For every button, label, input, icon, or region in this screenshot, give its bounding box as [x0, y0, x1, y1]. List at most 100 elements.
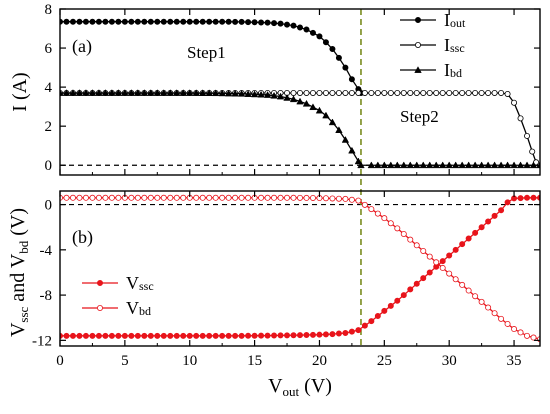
ytick-label-a-4: 4 [45, 80, 53, 96]
point-Issc-61 [452, 89, 459, 96]
point-Issc-49 [374, 89, 381, 96]
axes-frame-b [59, 190, 541, 347]
point-Vbd-14 [147, 194, 154, 201]
point-Vssc-50 [381, 307, 388, 314]
point-Vbd-65 [478, 298, 485, 305]
point-Iout-41 [322, 39, 329, 46]
point-Vssc-51 [387, 302, 394, 309]
legend-a-label-main-2: I [444, 60, 450, 80]
xtick-label-0: 0 [56, 353, 64, 369]
point-Vssc-45 [348, 328, 355, 335]
point-Vbd-51 [387, 220, 394, 227]
series-Vbd [60, 194, 540, 343]
point-Vssc-35 [284, 332, 291, 339]
point-Ibd-68 [497, 161, 505, 169]
point-Iout-14 [147, 18, 154, 25]
point-Vssc-22 [199, 332, 206, 339]
point-Vssc-21 [193, 332, 200, 339]
point-Vbd-50 [381, 215, 388, 222]
point-Vbd-59 [439, 264, 446, 271]
point-Iout-26 [225, 18, 232, 25]
point-Vssc-30 [251, 332, 258, 339]
point-Vssc-20 [186, 332, 193, 339]
point-Vbd-26 [225, 194, 232, 201]
point-Iout-29 [245, 19, 252, 26]
point-Vssc-29 [245, 332, 252, 339]
point-Vssc-25 [219, 332, 226, 339]
point-Vbd-21 [193, 194, 200, 201]
point-Vssc-37 [296, 332, 303, 339]
point-Vssc-23 [206, 332, 213, 339]
point-Ibd-2 [69, 89, 77, 96]
point-Vbd-72 [524, 332, 531, 339]
point-Iout-38 [303, 26, 310, 33]
point-Issc-48 [368, 89, 375, 96]
point-Vbd-70 [511, 326, 518, 333]
panel-label-b: (b) [72, 227, 93, 248]
point-Vssc-32 [264, 332, 271, 339]
point-Ibd-21 [192, 89, 200, 96]
point-Vssc-14 [147, 332, 154, 339]
legend-b-item-0: Vssc [82, 273, 154, 293]
point-Issc-56 [420, 89, 427, 96]
legend-a-label-main-1: I [444, 35, 450, 55]
point-Ibd-52 [393, 161, 402, 169]
point-Vssc-73 [530, 194, 537, 201]
text-layer: 0 5 10 15 20 25 30 35 0 2 4 6 8 0 -4 -8 -12 I (A) Vssc and… [7, 2, 522, 399]
point-Ibd-34 [276, 92, 285, 100]
point-Issc-46 [355, 89, 362, 96]
point-Issc-47 [361, 89, 368, 96]
point-Vssc-16 [160, 332, 167, 339]
legend-a-marker-1 [414, 42, 421, 49]
point-Ibd-16 [160, 89, 168, 96]
point-Ibd-49 [374, 161, 382, 169]
point-Ibd-11 [127, 89, 136, 96]
point-Vbd-7 [102, 194, 109, 201]
point-Iout-33 [271, 20, 278, 27]
annotation-step1: Step1 [187, 43, 226, 62]
point-Ibd-1 [62, 89, 71, 96]
point-Vssc-5 [89, 332, 96, 339]
point-Iout-8 [108, 18, 115, 25]
point-Vssc-47 [361, 322, 368, 329]
ytick-label-b--8: -8 [40, 288, 53, 304]
point-Vssc-61 [452, 246, 459, 253]
point-Issc-70 [511, 99, 518, 106]
point-Vssc-41 [322, 331, 329, 338]
x-axis-label-sub: out [283, 384, 300, 399]
legend-a-item-0: Iout [400, 10, 466, 30]
point-Vbd-12 [134, 194, 141, 201]
ytick-label-b--12: -12 [32, 333, 52, 349]
point-Issc-54 [407, 89, 414, 96]
point-Ibd-28 [237, 89, 246, 97]
point-Issc-58 [433, 89, 440, 96]
point-Vssc-33 [271, 332, 278, 339]
point-Ibd-31 [257, 90, 265, 98]
point-Issc-51 [387, 89, 394, 96]
point-Vssc-8 [108, 332, 115, 339]
point-Issc-62 [459, 89, 466, 96]
point-Iout-22 [199, 18, 206, 25]
legend-b-marker-1 [97, 304, 104, 311]
point-Issc-73 [529, 148, 536, 155]
point-Iout-32 [264, 19, 271, 26]
point-Ibd-50 [380, 161, 389, 169]
point-Ibd-62 [458, 161, 466, 169]
legend-b-label-main-1: V [126, 298, 139, 318]
ytick-label-a-8: 8 [45, 2, 53, 18]
point-Vssc-18 [173, 332, 180, 339]
point-Iout-3 [76, 18, 83, 25]
point-Ibd-27 [231, 89, 239, 97]
point-Ibd-44 [341, 136, 350, 143]
point-Vssc-11 [128, 332, 135, 339]
point-Vbd-4 [82, 194, 89, 201]
x-axis-label-unit: (V) [299, 375, 332, 397]
point-Vbd-35 [284, 194, 291, 201]
point-Vbd-32 [264, 194, 271, 201]
point-Vssc-31 [258, 332, 265, 339]
point-Ibd-26 [224, 89, 233, 97]
legend-b-marker-0 [97, 279, 104, 286]
y-axis-label-a: I (A) [9, 72, 31, 111]
point-Iout-34 [277, 20, 284, 27]
point-Ibd-10 [121, 89, 129, 96]
